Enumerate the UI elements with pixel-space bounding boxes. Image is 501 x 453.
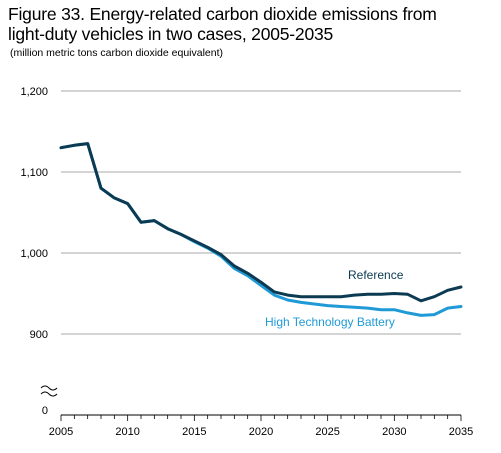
x-tick-label-2010: 2010 [115, 426, 139, 438]
y-tick-label-1100: 1,100 [20, 167, 48, 179]
gridlines [61, 90, 461, 335]
series-line-reference [59, 142, 463, 303]
series-label-high-technology-battery: High Technology Battery [265, 315, 395, 329]
y-tick-label-900: 900 [30, 329, 48, 341]
axes [40, 385, 462, 421]
chart-subtitle: (million metric tons carbon dioxide equi… [10, 47, 224, 59]
x-tick-label-2030: 2030 [382, 426, 406, 438]
axis-break-mark-1 [40, 385, 58, 391]
x-tick-label-2015: 2015 [182, 426, 206, 438]
chart-title-line-1: Figure 33. Energy-related carbon dioxide… [8, 4, 437, 24]
x-tick-label-2005: 2005 [49, 426, 73, 438]
x-tick-label-2035: 2035 [449, 426, 473, 438]
series-label-reference: Reference [348, 268, 404, 282]
series-lines [59, 142, 463, 317]
series-line-high-technology-battery [59, 142, 463, 317]
x-tick-label-2020: 2020 [249, 426, 273, 438]
x-tick-label-2025: 2025 [315, 426, 339, 438]
chart-title: Figure 33. Energy-related carbon dioxide… [8, 4, 498, 44]
axis-break-mark-2 [40, 391, 58, 397]
y-tick-label-zero: 0 [42, 405, 48, 417]
y-tick-label-1000: 1,000 [20, 248, 48, 260]
chart-title-line-2: light-duty vehicles in two cases, 2005-2… [8, 24, 334, 44]
y-tick-label-1200: 1,200 [20, 86, 48, 98]
